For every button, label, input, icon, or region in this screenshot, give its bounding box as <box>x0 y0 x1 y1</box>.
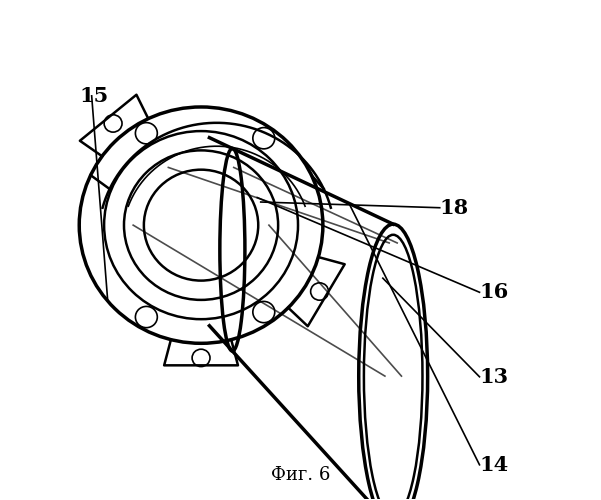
Text: 15: 15 <box>79 86 109 106</box>
Text: Фиг. 6: Фиг. 6 <box>271 466 330 483</box>
Text: 16: 16 <box>480 282 509 302</box>
Text: 14: 14 <box>480 455 509 475</box>
Text: 18: 18 <box>440 198 469 218</box>
Text: 13: 13 <box>480 367 508 387</box>
